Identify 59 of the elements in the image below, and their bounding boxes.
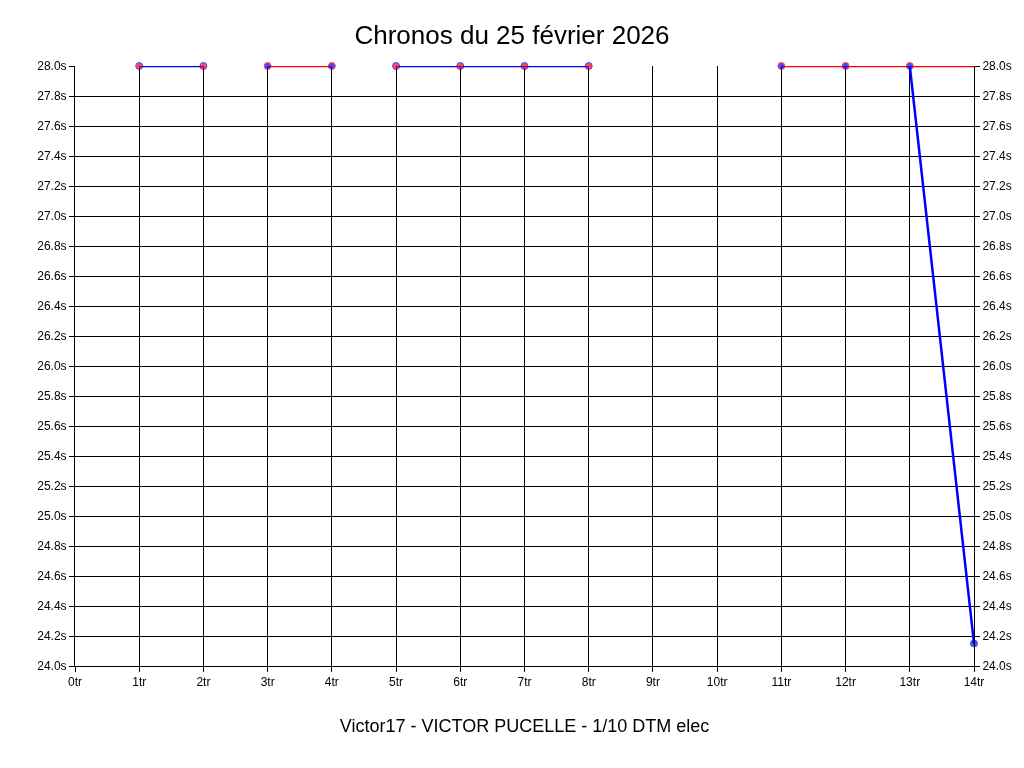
y2-tick-label: 25.8s — [982, 389, 1012, 404]
y-tick-label: 26.0s — [37, 359, 67, 374]
y-tick-label: 24.0s — [37, 659, 67, 674]
y-tick-label: 24.6s — [37, 569, 67, 584]
y-tick-label: 27.2s — [37, 179, 67, 194]
x-tick-label: 7tr — [517, 675, 532, 690]
x-tick-label: 3tr — [260, 675, 275, 690]
y-tick-label: 24.2s — [37, 629, 67, 644]
y2-tick-label: 28.0s — [982, 59, 1012, 74]
y2-tick-label: 24.8s — [982, 539, 1012, 554]
y2-tick-label: 24.4s — [982, 599, 1012, 614]
y2-tick-label: 25.0s — [982, 509, 1012, 524]
y2-tick-label: 24.2s — [982, 629, 1012, 644]
chart-title: Chronos du 25 février 2026 — [354, 19, 670, 50]
y2-tick-label: 24.0s — [982, 659, 1012, 674]
y2-tick-label: 27.2s — [982, 179, 1012, 194]
y-tick-label: 25.0s — [37, 509, 67, 524]
y2-tick-label: 25.6s — [982, 419, 1012, 434]
x-tick-label: 11tr — [771, 675, 792, 690]
y-tick-label: 26.8s — [37, 239, 67, 254]
y2-tick-label: 26.0s — [982, 359, 1012, 374]
y-tick-label: 25.6s — [37, 419, 67, 434]
y2-tick-label: 26.6s — [982, 269, 1012, 284]
y2-tick-label: 27.8s — [982, 89, 1012, 104]
y-tick-label: 27.4s — [37, 149, 67, 164]
y-tick-label: 24.8s — [37, 539, 67, 554]
x-axis-title: Victor17 - VICTOR PUCELLE - 1/10 DTM elec — [339, 715, 710, 736]
y-tick-label: 24.4s — [37, 599, 67, 614]
y2-tick-label: 27.6s — [982, 119, 1012, 134]
y2-tick-label: 27.0s — [982, 209, 1012, 224]
y2-tick-label: 26.2s — [982, 329, 1012, 344]
y2-tick-label: 26.4s — [982, 299, 1012, 314]
x-tick-label: 13tr — [899, 675, 921, 690]
y-tick-label: 26.4s — [37, 299, 67, 314]
x-tick-label: 12tr — [835, 675, 856, 690]
x-tick-label: 1tr — [132, 675, 147, 690]
y-tick-label: 25.8s — [37, 389, 67, 404]
y-tick-label: 25.4s — [37, 449, 67, 464]
y2-tick-label: 24.6s — [982, 569, 1012, 584]
y-tick-label: 27.6s — [37, 119, 67, 134]
y2-tick-label: 27.4s — [982, 149, 1012, 164]
y2-tick-label: 25.2s — [982, 479, 1012, 494]
x-tick-label: 8tr — [581, 675, 596, 690]
y-tick-label: 27.8s — [37, 89, 67, 104]
x-tick-label: 4tr — [324, 675, 339, 690]
y2-tick-label: 25.4s — [982, 449, 1012, 464]
x-tick-label: 6tr — [453, 675, 468, 690]
y-tick-label: 27.0s — [37, 209, 67, 224]
x-tick-label: 9tr — [645, 675, 660, 690]
y-tick-label: 25.2s — [37, 479, 67, 494]
x-tick-label: 5tr — [389, 675, 404, 690]
x-tick-label: 2tr — [196, 675, 211, 690]
y-tick-label: 26.2s — [37, 329, 67, 344]
y-tick-label: 28.0s — [37, 59, 67, 74]
x-tick-label: 14tr — [963, 675, 985, 690]
x-tick-label: 0tr — [67, 675, 83, 690]
x-tick-label: 10tr — [706, 675, 728, 690]
y-tick-label: 26.6s — [37, 269, 67, 284]
y2-tick-label: 26.8s — [982, 239, 1012, 254]
